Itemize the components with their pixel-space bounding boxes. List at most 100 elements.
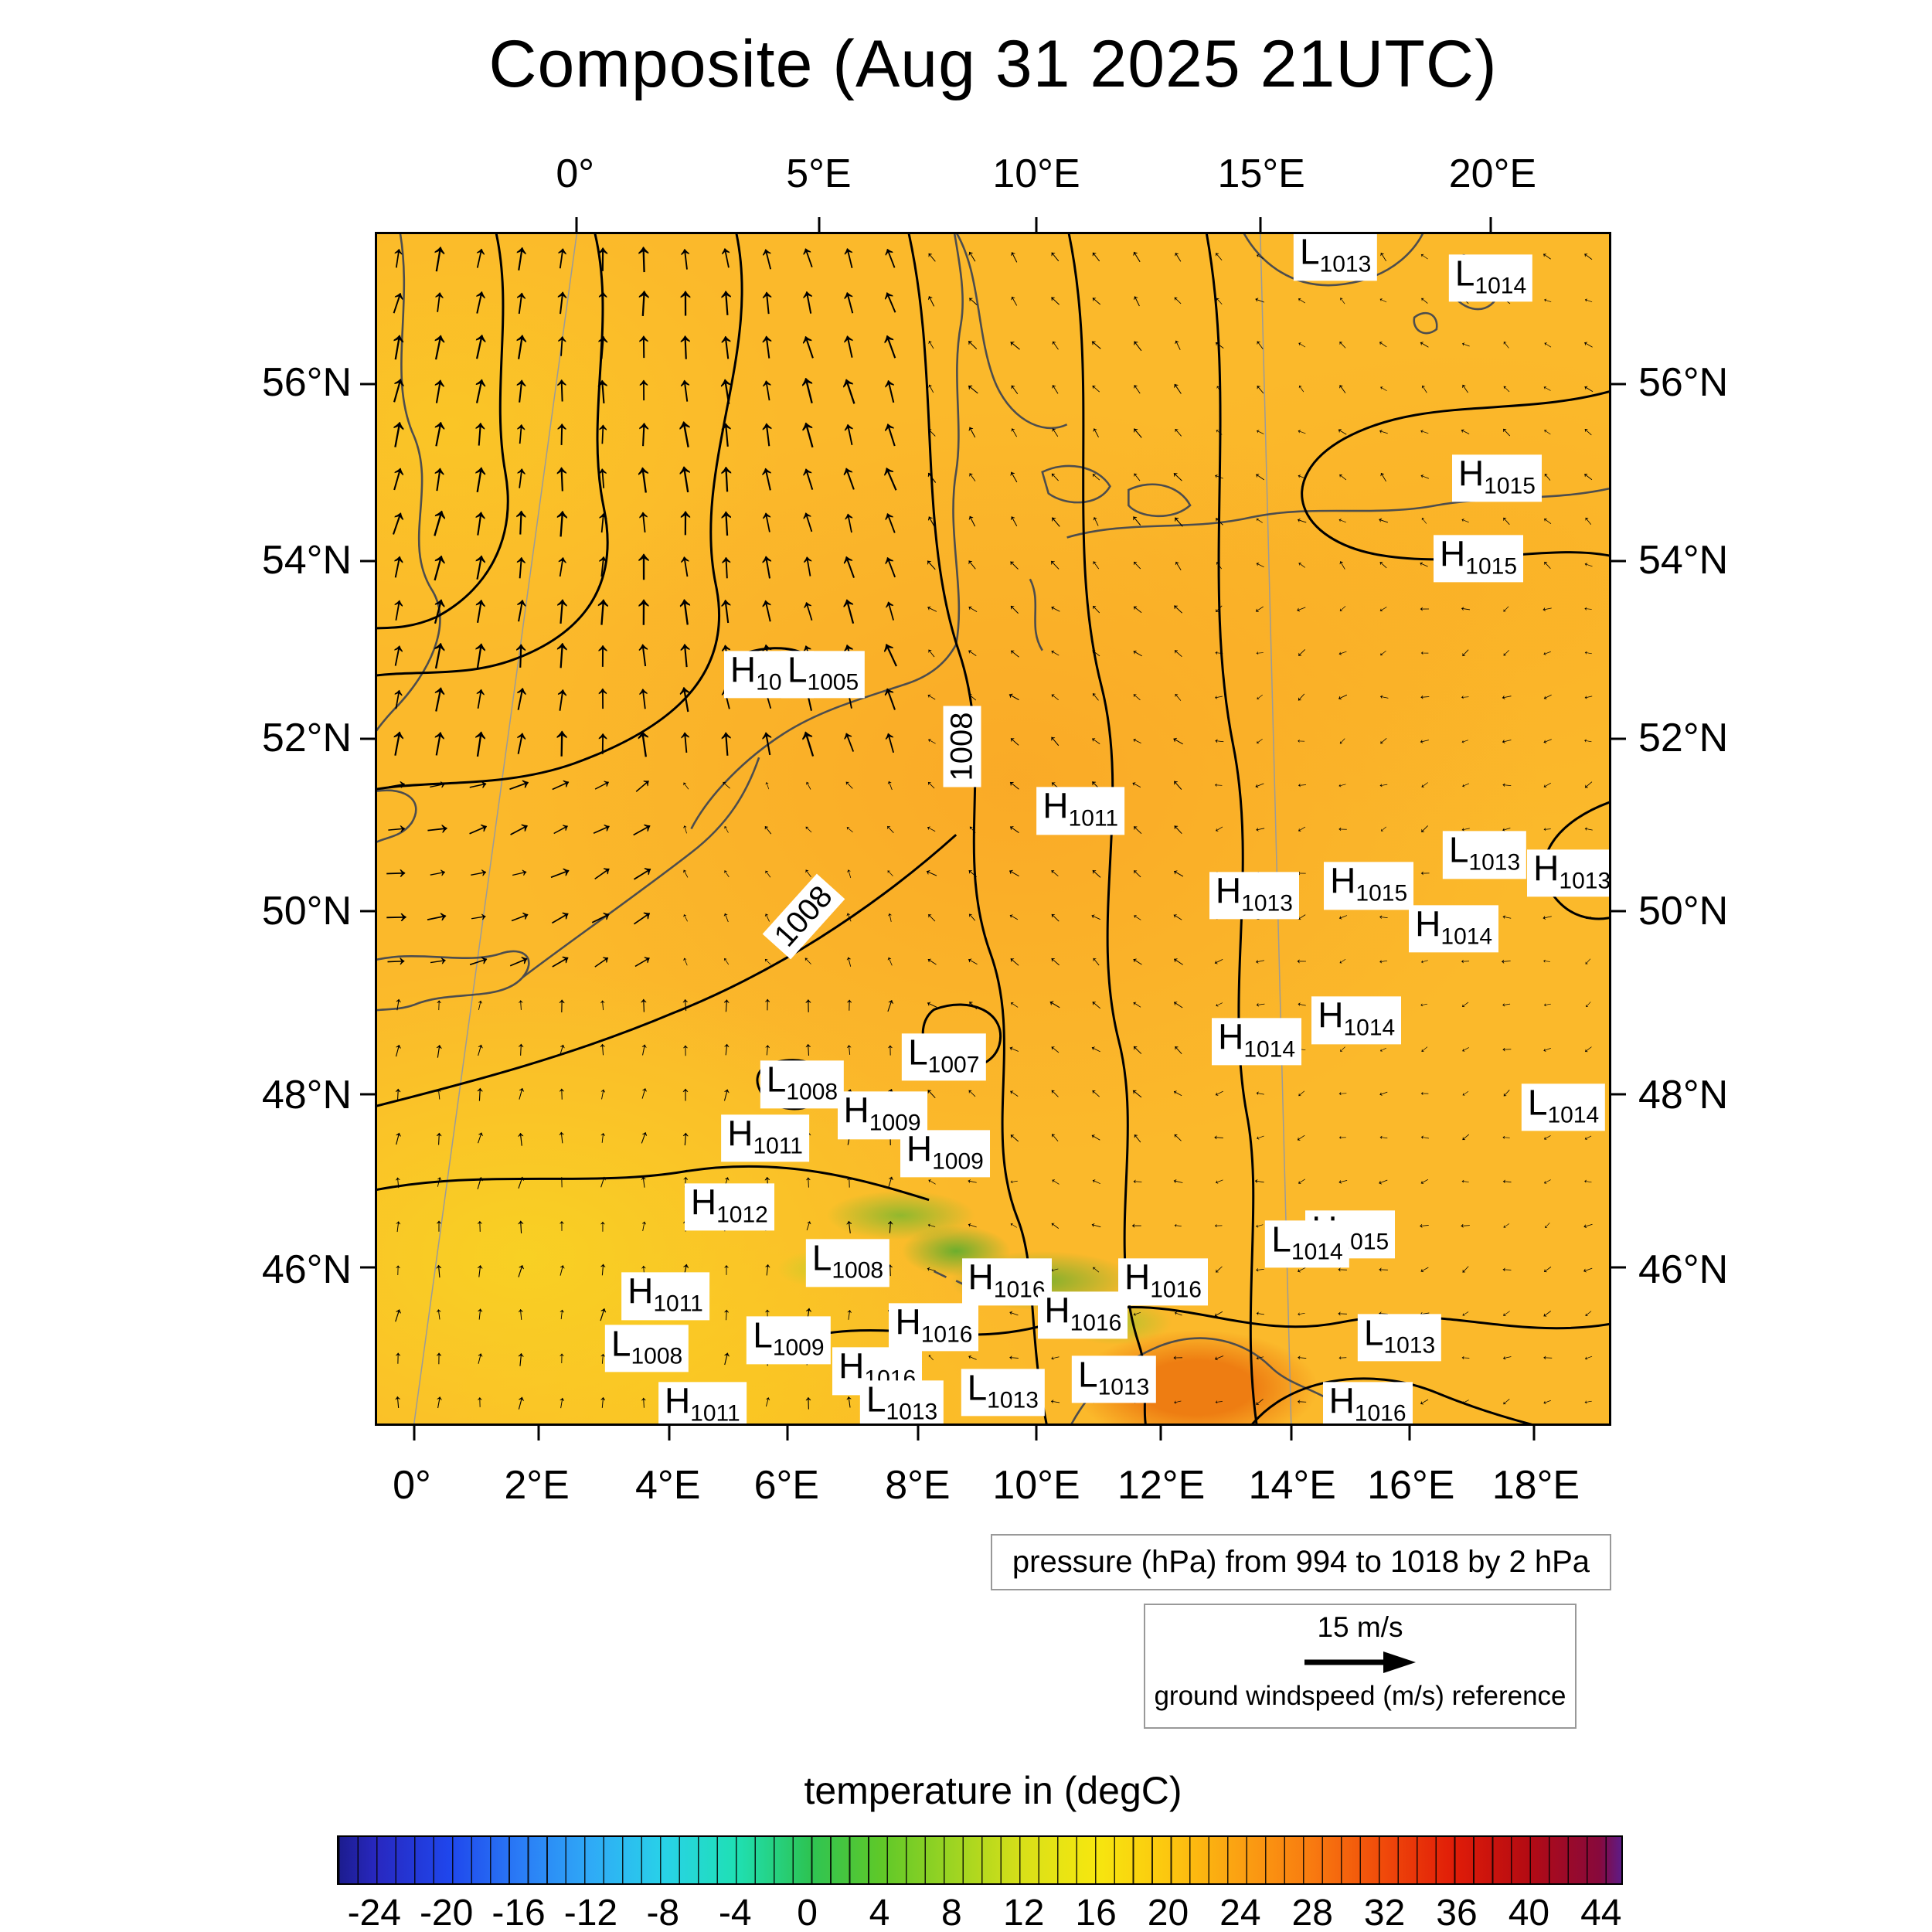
colorbar-tick-label: -20: [419, 1893, 474, 1932]
axis-bottom: 0° 2°E 4°E 6°E 8°E 10°E 12°E 14°E 16°E 18°E: [375, 1462, 1611, 1509]
pressure-center-label: L1009: [747, 1316, 831, 1364]
axis-tick-label-right: 56°N: [1638, 359, 1729, 405]
pressure-center-label: H1012: [684, 1183, 774, 1231]
axis-tick-label-right: 54°N: [1638, 537, 1729, 583]
axis-tick-label-right: 52°N: [1638, 716, 1729, 761]
axis-tick: [786, 1423, 789, 1440]
axis-tick-label-bottom: 6°E: [753, 1463, 819, 1508]
colorbar-tick-label: -24: [347, 1893, 401, 1932]
pressure-center-label: L1005: [781, 650, 866, 699]
axis-tick: [537, 1423, 540, 1440]
axis-tick-label-bottom: 14°E: [1248, 1463, 1336, 1508]
pressure-center-label: H1014: [1212, 1018, 1302, 1066]
axis-tick: [360, 383, 377, 386]
axis-tick: [1609, 910, 1626, 913]
pressure-center-label: L1014: [1448, 254, 1533, 302]
axis-tick-label-left: 48°N: [261, 1073, 352, 1118]
colorbar-tick-label: 16: [1075, 1893, 1117, 1932]
axis-tick-label-right: 48°N: [1638, 1073, 1729, 1118]
axis-tick: [360, 560, 377, 563]
axis-tick-label-bottom: 10°E: [992, 1463, 1080, 1508]
colorbar-tick-label: 4: [869, 1893, 890, 1932]
colorbar-title: temperature in (degC): [804, 1769, 1182, 1812]
axis-tick: [413, 1423, 416, 1440]
axis-left: 56°N 54°N 52°N 50°N 48°N 46°N: [170, 232, 363, 1426]
right-arrow-icon: [1304, 1651, 1416, 1673]
colorbar-tick-label: 40: [1508, 1893, 1550, 1932]
axis-tick-label-left: 52°N: [261, 716, 352, 761]
axis-tick: [360, 910, 377, 913]
axis-tick-label-right: 46°N: [1638, 1247, 1729, 1292]
pressure-center-label: H1013: [1527, 849, 1609, 897]
axis-tick: [360, 1266, 377, 1269]
colorbar-tick-label: -8: [646, 1893, 680, 1932]
axis-tick-label-bottom: 16°E: [1367, 1463, 1455, 1508]
pressure-center-label: L1013: [1072, 1355, 1156, 1403]
colorbar-tick-label: -12: [563, 1893, 618, 1932]
pressure-center-label: H1016: [1322, 1382, 1413, 1423]
axis-tick-label-top: 10°E: [992, 151, 1080, 196]
pressure-center-label: H1016: [889, 1303, 979, 1351]
pressure-center-label: H1015: [1434, 535, 1524, 583]
axis-tick: [1609, 560, 1626, 563]
pressure-center-label: L1007: [902, 1033, 986, 1081]
pressure-center-label: L1008: [760, 1060, 845, 1108]
pressure-center-label: H1016: [961, 1258, 1052, 1306]
axis-tick-label-bottom: 18°E: [1492, 1463, 1580, 1508]
axis-tick: [1609, 1266, 1626, 1269]
axis-tick-label-right: 50°N: [1638, 889, 1729, 934]
axis-tick: [1532, 1423, 1536, 1440]
axis-top: 0° 5°E 10°E 15°E 20°E: [375, 151, 1611, 197]
axis-tick: [1259, 217, 1262, 234]
axis-tick: [917, 1423, 920, 1440]
axis-tick: [668, 1423, 671, 1440]
pressure-center-label: H1014: [1409, 905, 1499, 953]
colorbar-tick-label: 32: [1363, 1893, 1406, 1932]
pressure-center-label: H1016: [1117, 1258, 1208, 1306]
axis-tick-label-bottom: 8°E: [885, 1463, 951, 1508]
axis-tick-label-bottom: 12°E: [1117, 1463, 1206, 1508]
wind-reference-legend: 15 m/s ground windspeed (m/s) reference: [1144, 1604, 1577, 1729]
temperature-colorbar: [337, 1835, 1623, 1885]
axis-tick-label-bottom: 4°E: [634, 1463, 701, 1508]
colorbar-tick-label: 0: [797, 1893, 818, 1932]
axis-tick-label-top: 20°E: [1448, 151, 1537, 196]
pressure-center-label: L1013: [859, 1380, 944, 1423]
axis-tick: [1035, 217, 1038, 234]
axis-tick: [1408, 1423, 1411, 1440]
pressure-center-label: H1015: [1451, 454, 1542, 502]
axis-tick-label-bottom: 0°: [393, 1463, 431, 1508]
axis-tick: [1159, 1423, 1162, 1440]
colorbar-tick-labels: -24 -20 -16 -12 -8 -4 0 4 8 12 16 20 24 28 32 36 40 44: [337, 1892, 1623, 1932]
axis-tick: [360, 737, 377, 740]
axis-tick: [818, 217, 821, 234]
wind-reference-speed: 15 m/s: [1317, 1611, 1403, 1643]
pressure-center-label: H1015: [1324, 862, 1414, 910]
axis-tick: [1609, 737, 1626, 740]
pressure-center-label: H1011: [1036, 787, 1125, 835]
axis-tick: [1290, 1423, 1293, 1440]
pressure-center-label: L1014: [1265, 1220, 1349, 1268]
pressure-center-label: H1011: [721, 1114, 809, 1162]
pressure-center-label: L1013: [1357, 1314, 1442, 1362]
axis-tick: [1035, 1423, 1038, 1440]
axis-tick-label-left: 50°N: [261, 889, 352, 934]
contour-labels-layer: 1008 1008: [377, 234, 1609, 1423]
colorbar-tick-label: 20: [1147, 1893, 1189, 1932]
colorbar-tick-label: 12: [1003, 1893, 1045, 1932]
pressure-center-label: L1014: [1521, 1083, 1606, 1131]
axis-tick: [1609, 1093, 1626, 1096]
axis-tick-label-bottom: 2°E: [504, 1463, 570, 1508]
colorbar-tick-label: -4: [718, 1893, 752, 1932]
colorbar-tick-label: 28: [1291, 1893, 1333, 1932]
pressure-center-label: L1013: [1293, 234, 1378, 281]
axis-tick-label-top: 5°E: [786, 151, 852, 196]
contour-line-label: 1008: [762, 873, 845, 960]
pressure-center-label: H1011: [621, 1272, 709, 1320]
pressure-center-label: H1016: [1038, 1291, 1128, 1339]
pressure-center-label: H1009: [900, 1130, 990, 1178]
colorbar-tick-label: -16: [492, 1893, 546, 1932]
pressure-center-label: L1008: [805, 1239, 890, 1287]
map-frame: ↑ ↑ ↑ ↑ ↑ ↑ ↑ ↑ ↑ ↑ ↑ ↑ ↑ ↑ ↑ ↑ ↑ ↑ ↑ ↑ ↑ ↑ ↑ ↑ ↑ ↑ ↑ ↑ ↑ ↑ ↑ ↑ ↑ ↑ ↑ ↑ ↑ ↑ ↑ ↑…: [360, 217, 1626, 1440]
